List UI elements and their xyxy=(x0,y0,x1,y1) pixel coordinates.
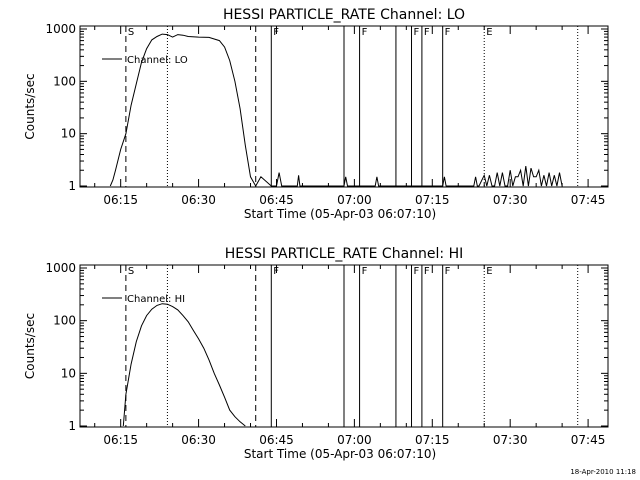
x-tick-label: 06:15 xyxy=(103,433,138,447)
chart-title: HESSI PARTICLE_RATE Channel: HI xyxy=(225,246,463,262)
event-marker-label: S xyxy=(128,27,134,38)
event-marker-label: F xyxy=(414,266,420,277)
x-tick-label: 07:45 xyxy=(571,433,606,447)
y-tick-label: 1 xyxy=(68,179,76,193)
event-marker-label: E xyxy=(486,266,492,277)
x-tick-label: 07:30 xyxy=(493,433,528,447)
x-tick-label: 07:00 xyxy=(337,193,372,207)
x-axis-label: Start Time (05-Apr-03 06:07:10) xyxy=(244,447,436,461)
chart-title: HESSI PARTICLE_RATE Channel: LO xyxy=(223,7,465,23)
x-tick-label: 07:45 xyxy=(571,193,606,207)
event-marker-label: F xyxy=(445,27,451,38)
x-tick-label: 06:45 xyxy=(259,433,294,447)
y-tick-label: 10 xyxy=(61,127,76,141)
event-marker-label: S xyxy=(128,266,134,277)
y-tick-label: 1 xyxy=(68,419,76,433)
x-tick-label: 06:30 xyxy=(181,193,216,207)
x-tick-label: 07:00 xyxy=(337,433,372,447)
plot-frame xyxy=(79,25,609,188)
event-marker-label: F xyxy=(362,266,368,277)
x-tick-label: 07:15 xyxy=(415,193,450,207)
series-line xyxy=(122,303,246,427)
x-tick-label: 06:45 xyxy=(259,193,294,207)
timestamp-footer: 18-Apr-2010 11:18 xyxy=(570,468,636,476)
event-marker-label: F xyxy=(414,27,420,38)
x-tick-label: 07:30 xyxy=(493,193,528,207)
event-marker-label: E xyxy=(486,27,492,38)
y-axis-label: Counts/sec xyxy=(23,73,37,139)
y-tick-label: 1000 xyxy=(45,261,76,275)
y-tick-label: 10 xyxy=(61,366,76,380)
series-line xyxy=(109,33,563,187)
x-tick-label: 06:15 xyxy=(103,193,138,207)
legend-label: Channel: LO xyxy=(127,55,188,66)
x-tick-label: 06:30 xyxy=(181,433,216,447)
legend-label: Channel: HI xyxy=(127,294,185,305)
x-axis-label: Start Time (05-Apr-03 06:07:10) xyxy=(244,207,436,221)
plot-frame xyxy=(79,264,609,428)
y-axis-label: Counts/sec xyxy=(23,313,37,379)
event-marker-label: F xyxy=(424,27,430,38)
x-tick-label: 07:15 xyxy=(415,433,450,447)
event-marker-label: F xyxy=(362,27,368,38)
y-tick-label: 1000 xyxy=(45,22,76,36)
event-marker-label: F xyxy=(424,266,430,277)
y-tick-label: 100 xyxy=(53,314,76,328)
event-marker-label: F xyxy=(445,266,451,277)
y-tick-label: 100 xyxy=(53,74,76,88)
